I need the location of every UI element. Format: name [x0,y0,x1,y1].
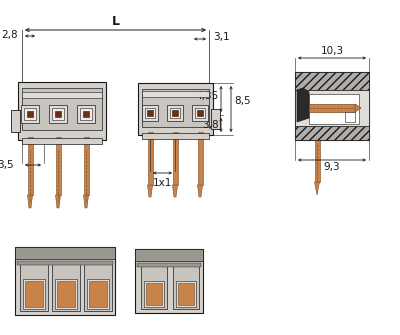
Polygon shape [56,195,60,208]
Bar [135,249,203,261]
Bar [295,90,369,126]
Text: L: L [112,15,120,28]
Text: 1x1: 1x1 [153,178,172,188]
Bar [142,133,209,139]
Polygon shape [314,182,320,195]
Polygon shape [297,88,309,122]
Text: 8,5: 8,5 [234,96,251,106]
Bar [138,83,213,135]
Bar [309,104,355,112]
Bar [18,82,106,140]
Bar [87,279,109,309]
Bar [295,72,369,140]
Bar [11,110,20,132]
Bar [77,105,95,123]
Bar [173,265,199,309]
Text: 3,1: 3,1 [213,32,230,42]
Text: 3,8: 3,8 [202,120,219,130]
Bar [137,263,201,267]
Bar [84,263,112,311]
Bar [192,105,208,121]
Bar [142,91,209,97]
Text: 10,3: 10,3 [320,46,344,56]
Bar [84,137,88,195]
Bar [52,263,80,311]
Bar [83,111,89,117]
Bar [309,94,359,124]
Text: 4,35: 4,35 [196,91,219,101]
Bar [147,110,153,116]
Bar [22,88,102,130]
Bar [144,281,164,307]
Polygon shape [28,195,32,208]
Text: 9,3: 9,3 [324,162,340,172]
Text: 3,5: 3,5 [0,160,14,170]
Bar [198,132,202,185]
Bar [25,281,43,307]
Bar [142,89,209,127]
Bar [20,263,48,311]
Bar [345,112,355,122]
Bar [145,108,155,118]
Polygon shape [172,185,178,197]
Bar [22,138,102,144]
Polygon shape [148,185,152,197]
Bar [55,279,77,309]
Bar [57,281,75,307]
Polygon shape [198,185,202,197]
Bar [17,261,113,265]
Bar [172,110,178,116]
Bar [197,110,203,116]
Bar [28,137,32,195]
Bar [211,109,220,129]
Bar [15,247,115,259]
Bar [146,283,162,305]
Bar [176,281,196,307]
Bar [142,105,158,121]
Bar [167,105,183,121]
Bar [55,111,61,117]
Bar [21,105,39,123]
Bar [80,108,92,120]
Bar [49,105,67,123]
Bar [23,279,45,309]
Bar [172,132,178,185]
Bar [141,265,167,309]
Bar [148,132,152,185]
Bar [27,111,33,117]
Bar [52,108,64,120]
Bar [56,137,60,195]
Bar [22,92,102,98]
Polygon shape [84,195,88,208]
Bar [135,249,203,313]
Bar [15,247,115,315]
Bar [178,283,194,305]
Bar [89,281,107,307]
Bar [295,126,369,140]
Bar [24,108,36,120]
Polygon shape [355,104,361,112]
Bar [170,108,180,118]
Bar [195,108,205,118]
Text: 2,8: 2,8 [1,30,18,40]
Bar [314,138,320,182]
Bar [295,72,369,90]
